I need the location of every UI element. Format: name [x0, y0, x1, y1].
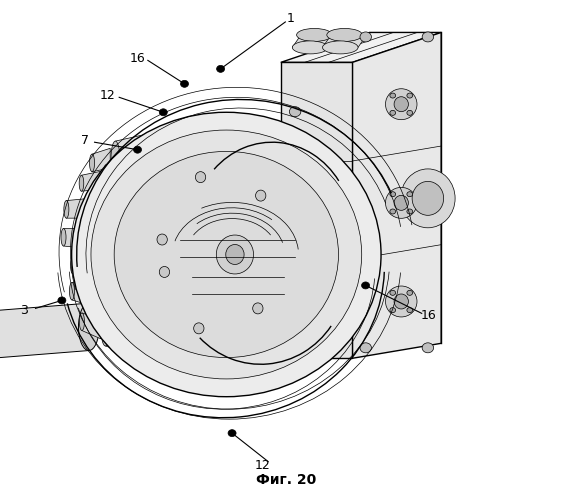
Ellipse shape	[217, 235, 253, 274]
Ellipse shape	[185, 262, 193, 297]
Ellipse shape	[94, 253, 102, 284]
Text: Фиг. 20: Фиг. 20	[256, 473, 317, 487]
Circle shape	[362, 282, 370, 289]
Polygon shape	[115, 121, 206, 175]
Ellipse shape	[386, 286, 417, 317]
Circle shape	[390, 110, 395, 115]
Ellipse shape	[195, 172, 206, 183]
Circle shape	[407, 110, 413, 115]
Ellipse shape	[323, 41, 358, 54]
Ellipse shape	[103, 165, 111, 196]
Polygon shape	[105, 312, 180, 371]
Polygon shape	[323, 35, 367, 47]
Ellipse shape	[114, 151, 339, 358]
Ellipse shape	[394, 196, 409, 211]
Text: 3: 3	[20, 304, 28, 317]
Ellipse shape	[79, 175, 84, 191]
Polygon shape	[72, 282, 93, 306]
Ellipse shape	[93, 279, 103, 313]
Ellipse shape	[101, 312, 110, 346]
Polygon shape	[0, 303, 89, 360]
Ellipse shape	[79, 303, 99, 351]
Ellipse shape	[412, 181, 444, 216]
Polygon shape	[64, 229, 84, 248]
Ellipse shape	[297, 28, 332, 41]
Ellipse shape	[386, 89, 417, 120]
Ellipse shape	[253, 303, 263, 314]
Circle shape	[390, 307, 395, 312]
Text: 16: 16	[129, 52, 146, 65]
Circle shape	[228, 430, 236, 437]
Ellipse shape	[226, 245, 244, 264]
Ellipse shape	[394, 97, 409, 112]
Polygon shape	[281, 32, 441, 62]
Circle shape	[407, 290, 413, 295]
Text: 1: 1	[287, 12, 295, 25]
Circle shape	[422, 32, 434, 42]
Text: 7: 7	[81, 134, 89, 147]
Ellipse shape	[256, 190, 266, 201]
Ellipse shape	[185, 223, 194, 261]
Ellipse shape	[69, 282, 74, 300]
Ellipse shape	[394, 294, 409, 309]
Ellipse shape	[194, 152, 202, 187]
Circle shape	[407, 93, 413, 98]
Ellipse shape	[80, 313, 84, 330]
Ellipse shape	[401, 169, 455, 228]
Circle shape	[134, 146, 142, 153]
Ellipse shape	[85, 221, 93, 255]
Circle shape	[159, 109, 167, 116]
Circle shape	[390, 93, 395, 98]
Text: 12: 12	[100, 89, 116, 102]
Polygon shape	[89, 221, 189, 261]
Ellipse shape	[157, 234, 167, 245]
Polygon shape	[95, 186, 192, 226]
Polygon shape	[73, 258, 92, 278]
Bar	[281, 62, 352, 358]
Circle shape	[289, 206, 301, 216]
Ellipse shape	[176, 333, 185, 371]
Circle shape	[390, 192, 395, 197]
Polygon shape	[82, 313, 101, 339]
Polygon shape	[81, 171, 101, 191]
Text: 16: 16	[421, 309, 437, 322]
Circle shape	[422, 343, 434, 353]
Text: 12: 12	[254, 459, 270, 472]
Ellipse shape	[89, 154, 95, 172]
Polygon shape	[292, 35, 336, 47]
Polygon shape	[66, 199, 89, 218]
Circle shape	[289, 304, 301, 314]
Circle shape	[217, 65, 225, 72]
Ellipse shape	[187, 186, 197, 224]
Circle shape	[289, 107, 301, 117]
Ellipse shape	[386, 188, 417, 219]
Polygon shape	[352, 32, 441, 358]
Circle shape	[407, 307, 413, 312]
Ellipse shape	[70, 258, 75, 274]
Ellipse shape	[91, 191, 99, 226]
Circle shape	[180, 80, 189, 87]
Ellipse shape	[327, 28, 362, 41]
Ellipse shape	[182, 295, 191, 333]
Polygon shape	[98, 279, 186, 333]
Ellipse shape	[111, 141, 120, 175]
Polygon shape	[92, 148, 110, 172]
Ellipse shape	[64, 201, 69, 218]
Polygon shape	[107, 152, 198, 196]
Circle shape	[390, 209, 395, 214]
Ellipse shape	[91, 130, 362, 379]
Circle shape	[407, 209, 413, 214]
Ellipse shape	[72, 112, 381, 397]
Circle shape	[360, 32, 371, 42]
Polygon shape	[98, 253, 189, 297]
Ellipse shape	[61, 229, 66, 246]
Ellipse shape	[202, 121, 211, 159]
Circle shape	[390, 290, 395, 295]
Circle shape	[407, 192, 413, 197]
Ellipse shape	[292, 41, 328, 54]
Ellipse shape	[159, 266, 170, 277]
Ellipse shape	[194, 323, 204, 334]
Circle shape	[58, 297, 66, 304]
Circle shape	[360, 343, 371, 353]
